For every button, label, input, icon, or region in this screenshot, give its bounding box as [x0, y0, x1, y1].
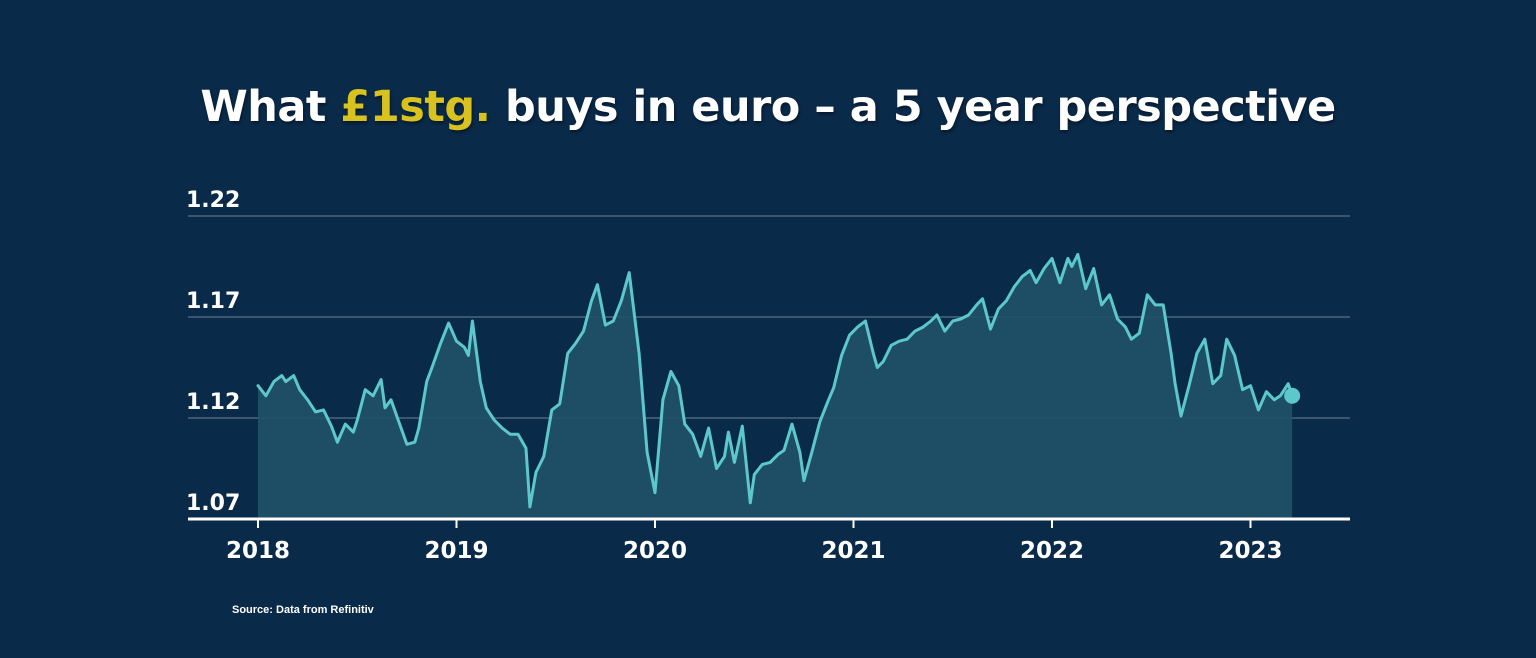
title-highlight: £1stg. [340, 82, 491, 132]
x-tick-label-2023: 2023 [1218, 538, 1282, 564]
y-tick-label-1.22: 1.22 [186, 188, 240, 213]
series-area [258, 254, 1293, 519]
x-tick-label-2019: 2019 [424, 538, 488, 564]
source-note: Source: Data from Refinitiv [232, 604, 374, 616]
title-suffix: buys in euro – a 5 year perspective [490, 82, 1336, 132]
marker-layer [1284, 387, 1301, 404]
area-fill-layer [258, 254, 1293, 519]
x-tick-labels: 2018 2019 2020 2021 2022 2023 [226, 538, 1283, 564]
x-tick-label-2022: 2022 [1020, 538, 1084, 564]
x-tick-label-2021: 2021 [821, 538, 885, 564]
series-line-layer [256, 252, 1294, 509]
y-tick-label-1.17: 1.17 [186, 289, 240, 314]
y-tick-label-1.12: 1.12 [186, 390, 240, 415]
latest-value-marker [1284, 387, 1301, 404]
x-tick-label-2020: 2020 [623, 538, 687, 564]
y-tick-labels: 1.07 1.12 1.17 1.22 [186, 188, 240, 516]
chart-title: What £1stg. buys in euro – a 5 year pers… [0, 82, 1536, 132]
x-tick-label-2018: 2018 [226, 538, 290, 564]
title-prefix: What [200, 82, 341, 132]
y-tick-label-1.07: 1.07 [186, 491, 240, 516]
series-line [256, 252, 1294, 509]
x-axis [188, 517, 1350, 528]
